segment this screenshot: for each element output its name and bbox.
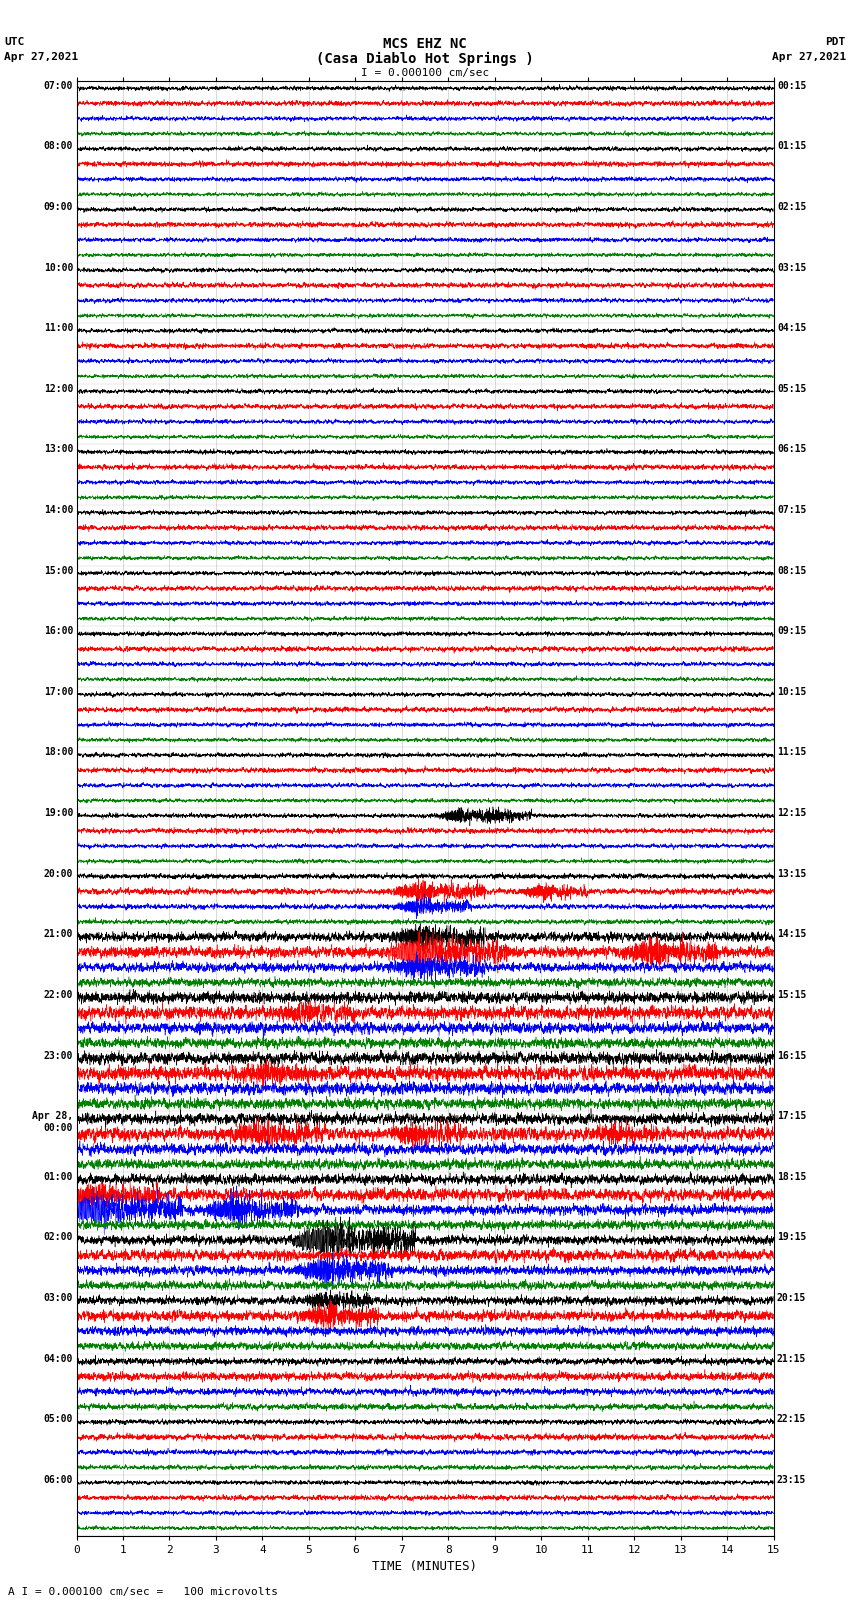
Text: 22:00: 22:00 — [43, 990, 73, 1000]
Text: 23:00: 23:00 — [43, 1050, 73, 1061]
Text: 20:15: 20:15 — [777, 1294, 807, 1303]
Text: MCS EHZ NC: MCS EHZ NC — [383, 37, 467, 52]
Text: Apr 27,2021: Apr 27,2021 — [772, 52, 846, 61]
Text: 16:00: 16:00 — [43, 626, 73, 636]
Text: 21:15: 21:15 — [777, 1353, 807, 1363]
Text: 13:15: 13:15 — [777, 869, 807, 879]
Text: 05:00: 05:00 — [43, 1415, 73, 1424]
Text: 07:15: 07:15 — [777, 505, 807, 515]
Text: 04:15: 04:15 — [777, 323, 807, 334]
Text: 12:15: 12:15 — [777, 808, 807, 818]
Text: 23:15: 23:15 — [777, 1474, 807, 1486]
Text: 08:00: 08:00 — [43, 142, 73, 152]
Text: 10:15: 10:15 — [777, 687, 807, 697]
Text: PDT: PDT — [825, 37, 846, 47]
Text: 13:00: 13:00 — [43, 444, 73, 455]
Text: 08:15: 08:15 — [777, 566, 807, 576]
Text: 12:00: 12:00 — [43, 384, 73, 394]
Text: 14:15: 14:15 — [777, 929, 807, 939]
Text: 21:00: 21:00 — [43, 929, 73, 939]
Text: 17:15: 17:15 — [777, 1111, 807, 1121]
Text: 09:00: 09:00 — [43, 202, 73, 211]
Text: 02:15: 02:15 — [777, 202, 807, 211]
Text: (Casa Diablo Hot Springs ): (Casa Diablo Hot Springs ) — [316, 52, 534, 66]
Text: 15:00: 15:00 — [43, 566, 73, 576]
Text: Apr 27,2021: Apr 27,2021 — [4, 52, 78, 61]
Text: 01:00: 01:00 — [43, 1171, 73, 1182]
X-axis label: TIME (MINUTES): TIME (MINUTES) — [372, 1560, 478, 1573]
Text: 20:00: 20:00 — [43, 869, 73, 879]
Text: 06:00: 06:00 — [43, 1474, 73, 1486]
Text: 18:00: 18:00 — [43, 747, 73, 758]
Text: 03:15: 03:15 — [777, 263, 807, 273]
Text: 01:15: 01:15 — [777, 142, 807, 152]
Text: I = 0.000100 cm/sec: I = 0.000100 cm/sec — [361, 68, 489, 77]
Text: 07:00: 07:00 — [43, 81, 73, 90]
Text: 05:15: 05:15 — [777, 384, 807, 394]
Text: 16:15: 16:15 — [777, 1050, 807, 1061]
Text: 03:00: 03:00 — [43, 1294, 73, 1303]
Text: 15:15: 15:15 — [777, 990, 807, 1000]
Text: 22:15: 22:15 — [777, 1415, 807, 1424]
Text: 19:15: 19:15 — [777, 1232, 807, 1242]
Text: 02:00: 02:00 — [43, 1232, 73, 1242]
Text: 18:15: 18:15 — [777, 1171, 807, 1182]
Text: 19:00: 19:00 — [43, 808, 73, 818]
Text: 06:15: 06:15 — [777, 444, 807, 455]
Text: 09:15: 09:15 — [777, 626, 807, 636]
Text: 14:00: 14:00 — [43, 505, 73, 515]
Text: UTC: UTC — [4, 37, 25, 47]
Text: 04:00: 04:00 — [43, 1353, 73, 1363]
Text: 00:15: 00:15 — [777, 81, 807, 90]
Text: 11:15: 11:15 — [777, 747, 807, 758]
Text: 17:00: 17:00 — [43, 687, 73, 697]
Text: Apr 28,
00:00: Apr 28, 00:00 — [32, 1111, 73, 1132]
Text: A I = 0.000100 cm/sec =   100 microvolts: A I = 0.000100 cm/sec = 100 microvolts — [8, 1587, 279, 1597]
Text: 10:00: 10:00 — [43, 263, 73, 273]
Text: 11:00: 11:00 — [43, 323, 73, 334]
